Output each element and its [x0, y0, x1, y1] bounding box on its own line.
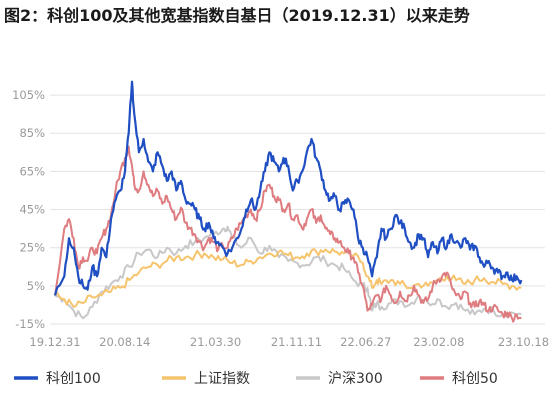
- y-tick-label: 45%: [19, 203, 45, 217]
- y-tick-label: 105%: [12, 88, 45, 102]
- series-line-科创100: [53, 80, 523, 296]
- legend-label: 上证指数: [194, 371, 250, 387]
- y-tick-label: 65%: [19, 164, 45, 178]
- series-line-科创50: [54, 145, 522, 323]
- series-line-沪深300: [54, 225, 522, 320]
- legend-label: 科创100: [46, 371, 101, 387]
- x-tick-label: 23.02.08: [413, 335, 464, 349]
- series-line-上证指数: [54, 248, 522, 308]
- y-tick-label: -15%: [15, 317, 45, 331]
- x-tick-label: 21.11.11: [271, 335, 322, 349]
- x-tick-label: 22.06.27: [340, 335, 391, 349]
- y-tick-label: 5%: [27, 279, 45, 293]
- x-tick-label: 20.08.14: [99, 335, 150, 349]
- chart-title: 图2：科创100及其他宽基指数自基日（2019.12.31）以来走势: [4, 6, 470, 25]
- x-axis-labels: 19.12.31 20.08.14 21.03.30 21.11.11 22.06.27…: [29, 335, 549, 349]
- series-lines: [53, 80, 523, 323]
- y-tick-label: 25%: [19, 241, 45, 255]
- x-tick-label: 19.12.31: [29, 335, 80, 349]
- y-axis-labels: 105% 85% 65% 45% 25% 5% -15%: [12, 88, 45, 331]
- gridlines: [50, 94, 545, 325]
- legend-label: 科创50: [452, 371, 498, 387]
- y-tick-label: 85%: [19, 126, 45, 140]
- legend: 科创100 上证指数 沪深300 科创50: [14, 371, 498, 387]
- x-tick-label: 23.10.18: [498, 335, 549, 349]
- legend-label: 沪深300: [328, 371, 383, 387]
- x-tick-label: 21.03.30: [190, 335, 241, 349]
